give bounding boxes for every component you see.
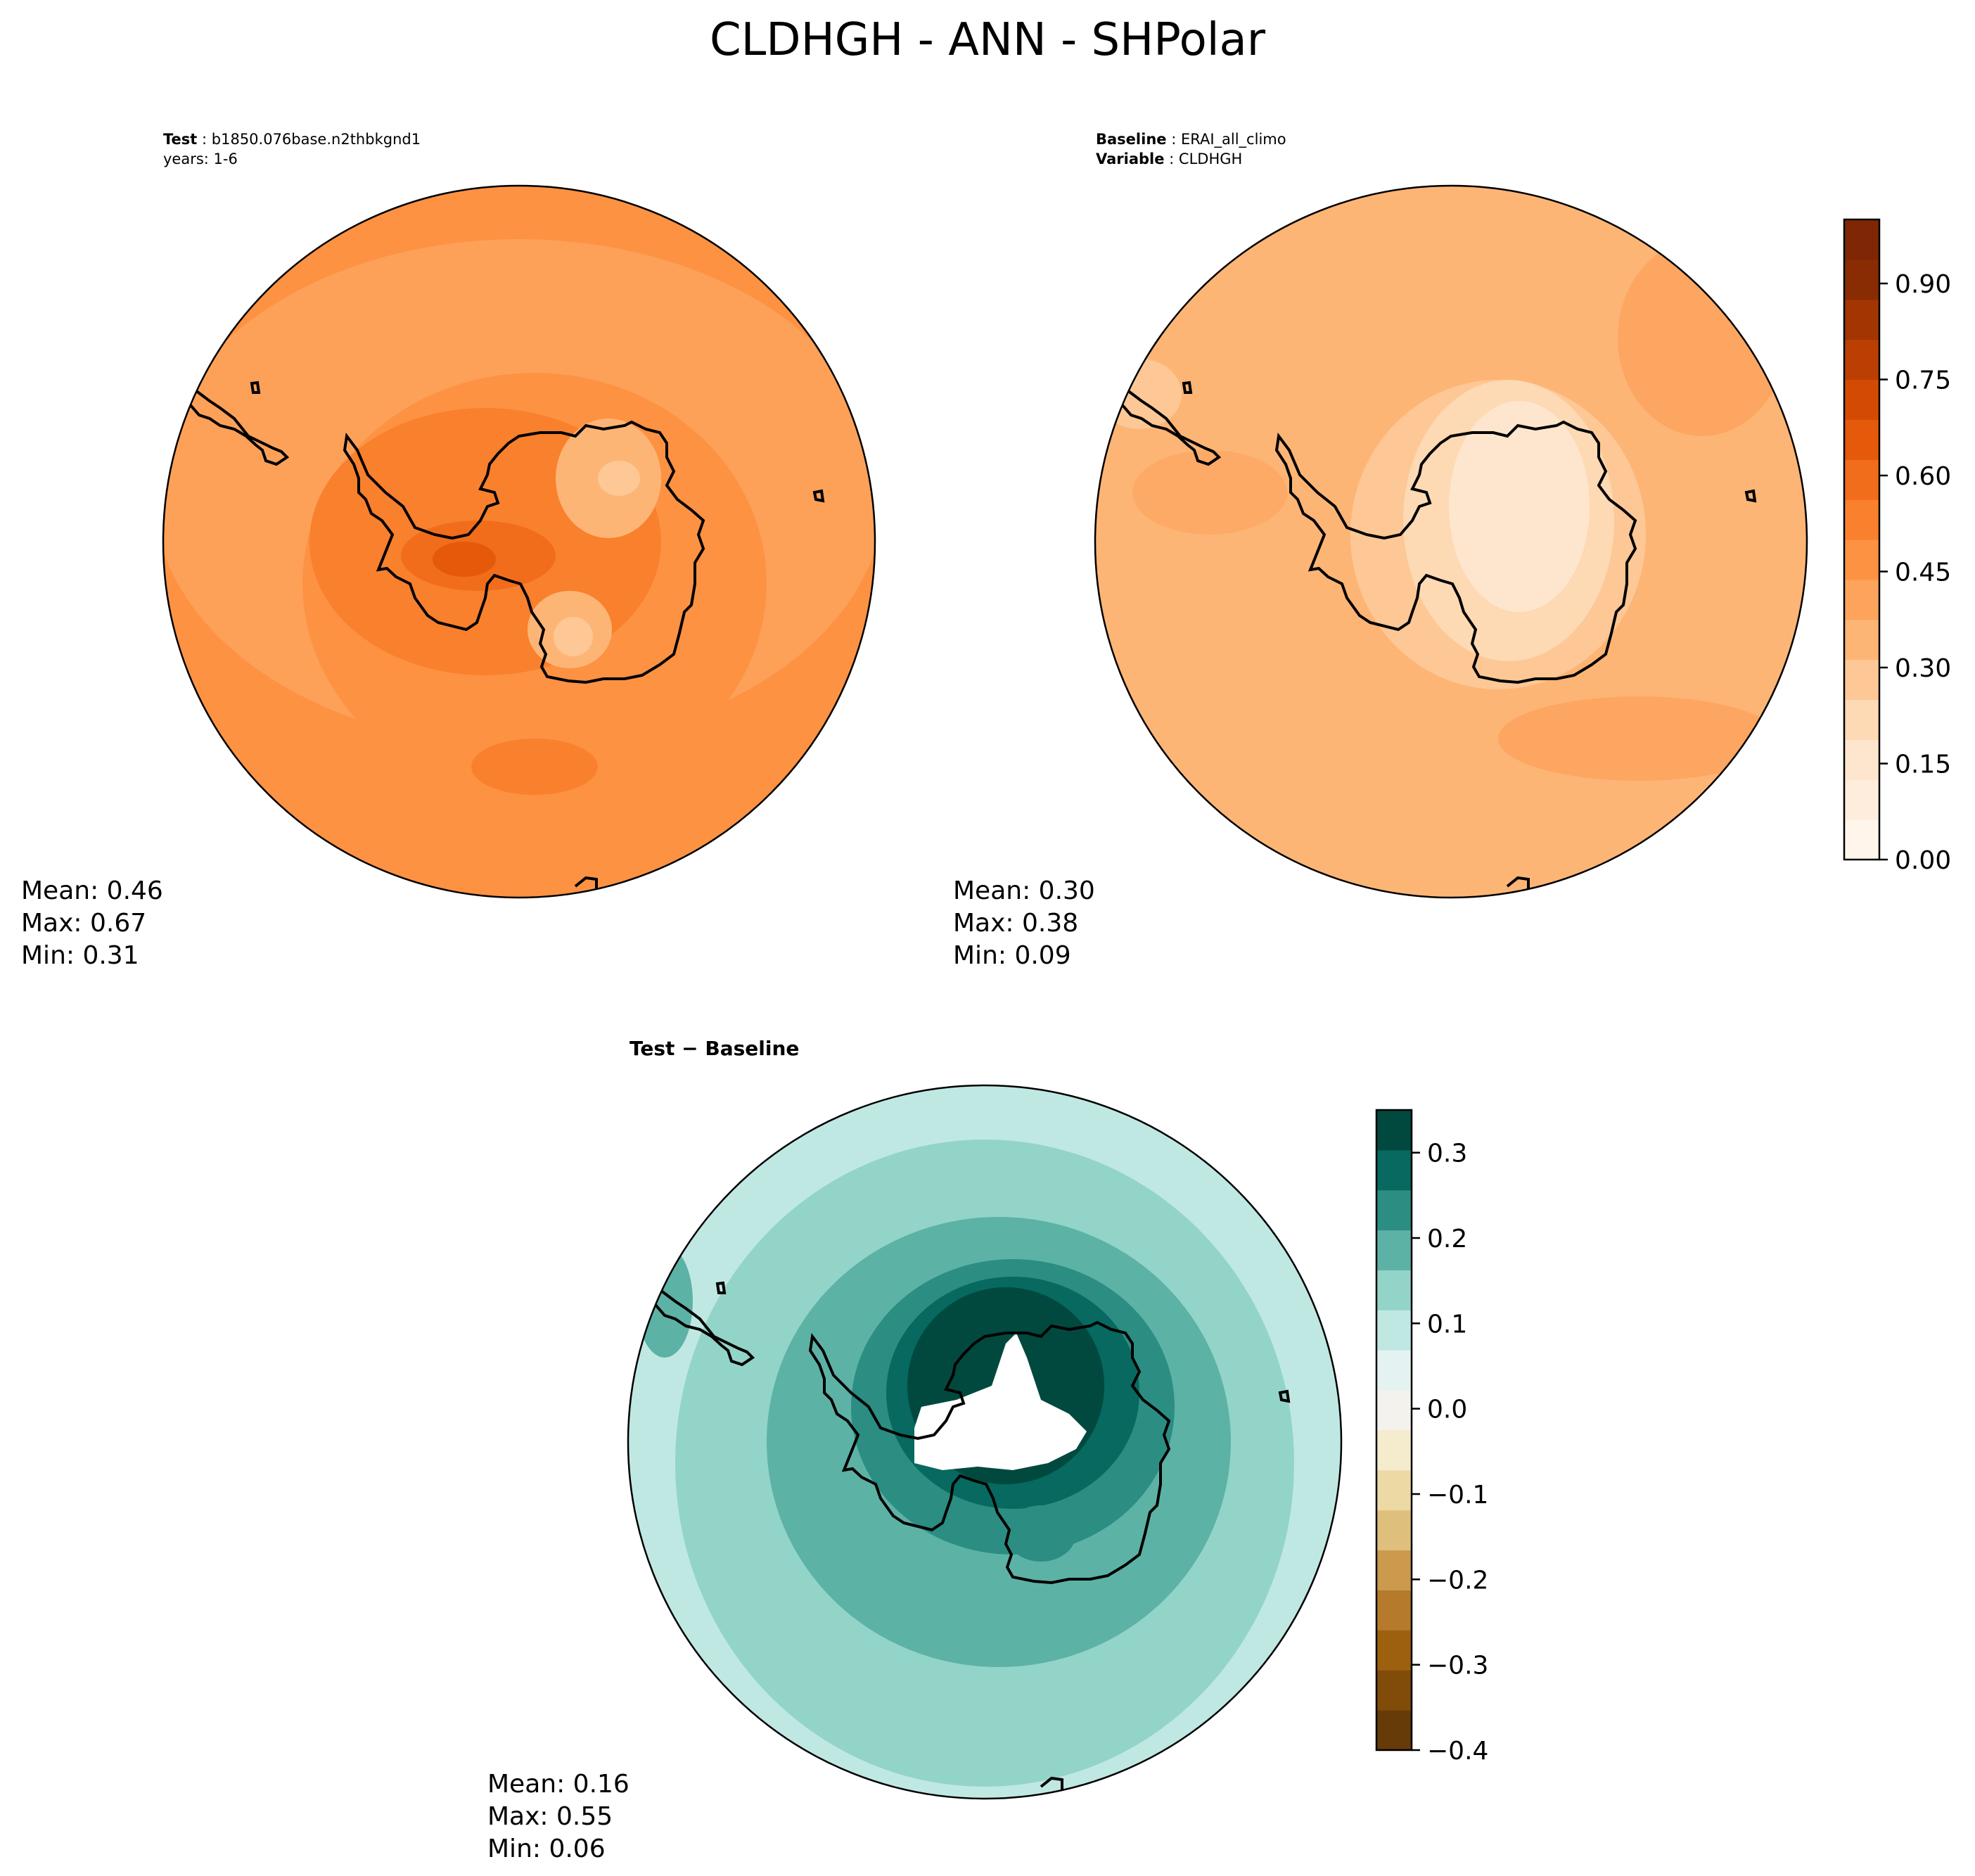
diff-colorbar: 0.3 0.2 0.1 0.0 −0.1 −0.2 −0.3 −0.4 [1375, 1109, 1488, 1766]
diff-colorbar-segment [1376, 1110, 1412, 1151]
diff-colorbar-segment [1376, 1710, 1412, 1751]
test-south-lobe [471, 739, 598, 795]
diff-colorbar-segment [1376, 1550, 1412, 1590]
diff-colorbar-border [1375, 1109, 1413, 1751]
main-colorbar-tick-label: 0.00 [1895, 846, 1951, 875]
diff-colorbar-tick-label: −0.1 [1427, 1481, 1488, 1510]
main-colorbar-segment [1844, 379, 1879, 420]
main-colorbar-segment [1844, 339, 1879, 380]
diff-colorbar-segment [1376, 1270, 1412, 1310]
main-colorbar-segment [1844, 419, 1879, 460]
main-colorbar-tick-label: 0.75 [1895, 366, 1951, 395]
test-header-key: Test [163, 131, 197, 148]
main-colorbar-tick-label: 0.60 [1895, 462, 1951, 491]
diff-colorbar-tick-label: 0.3 [1427, 1140, 1467, 1168]
diff-colorbar-tick-label: −0.2 [1427, 1566, 1488, 1595]
baseline-max: Max: 0.38 [953, 909, 1078, 938]
diff-colorbar-segment [1376, 1230, 1412, 1270]
diff-colorbar-segment [1376, 1390, 1412, 1431]
main-colorbar: 0.00 0.15 0.30 0.45 0.60 0.75 0.90 [1843, 218, 1951, 875]
test-mean: Mean: 0.46 [21, 876, 163, 905]
main-colorbar-segment [1844, 819, 1879, 860]
diff-colorbar-segment [1376, 1189, 1412, 1231]
baseline-header-key: Baseline [1096, 131, 1167, 148]
diff-map [628, 1085, 1341, 1799]
main-colorbar-segment [1844, 540, 1879, 580]
diff-colorbar-segment [1376, 1670, 1412, 1711]
main-colorbar-segment [1844, 619, 1879, 661]
main-colorbar-segment [1844, 779, 1879, 820]
diff-colorbar-segment [1376, 1630, 1412, 1671]
diff-colorbar-segment [1376, 1430, 1412, 1471]
diff-colorbar-segment [1376, 1350, 1412, 1391]
figure-title: CLDHGH - ANN - SHPolar [710, 14, 1266, 66]
baseline-min: Min: 0.09 [953, 941, 1071, 970]
baseline-header-value2: CLDHGH [1179, 151, 1242, 167]
diff-colorbar-segment [1376, 1590, 1412, 1631]
main-colorbar-segment [1844, 459, 1879, 500]
diff-colorbar-segment [1376, 1149, 1412, 1191]
main-colorbar-segment [1844, 579, 1879, 620]
test-ross-core [554, 617, 593, 656]
main-colorbar-tick-label: 0.90 [1895, 270, 1951, 299]
baseline-header-key2: Variable [1096, 151, 1164, 167]
baseline-map-border [1094, 184, 1808, 899]
diff-ross-patch [1006, 1505, 1076, 1562]
main-colorbar-tick-label: 0.15 [1895, 751, 1951, 779]
diff-colorbar-tick-label: −0.4 [1427, 1737, 1488, 1766]
main-colorbar-tick-label: 0.30 [1895, 654, 1951, 683]
diff-plateau-white [914, 1333, 1087, 1470]
diff-header: Test − Baseline [629, 1037, 799, 1060]
test-panel: Test : b1850.076base.n2thbkgnd1 years: 1… [21, 131, 876, 970]
main-colorbar-border [1843, 218, 1881, 861]
main-colorbar-segment [1844, 739, 1879, 780]
baseline-south-band [1498, 696, 1779, 781]
diff-mean: Mean: 0.16 [487, 1770, 629, 1799]
test-map [163, 186, 875, 898]
baseline-header-line2: Variable : CLDHGH [1096, 151, 1242, 167]
diff-colorbar-tick-label: 0.2 [1427, 1225, 1467, 1253]
baseline-header-value: ERAI_all_climo [1181, 131, 1286, 148]
baseline-plateau [1449, 401, 1590, 612]
diff-colorbar-tick-label: 0.0 [1427, 1396, 1467, 1424]
baseline-west-band [1132, 450, 1287, 535]
main-colorbar-segment [1844, 219, 1879, 260]
test-max: Max: 0.67 [21, 909, 146, 938]
baseline-mean: Mean: 0.30 [953, 876, 1095, 905]
diff-map-border [627, 1084, 1343, 1800]
diff-colorbar-segment [1376, 1469, 1412, 1511]
baseline-map [1095, 186, 1807, 898]
baseline-panel: Baseline : ERAI_all_climo Variable : CLD… [953, 131, 1808, 970]
baseline-header-line1: Baseline : ERAI_all_climo [1096, 131, 1286, 148]
main-colorbar-segment [1844, 299, 1879, 340]
test-west-core [433, 542, 496, 577]
diff-colorbar-tick-label: 0.1 [1427, 1310, 1467, 1339]
test-map-border [162, 184, 876, 899]
test-header-line1: Test : b1850.076base.n2thbkgnd1 [163, 131, 421, 148]
main-colorbar-segment [1844, 659, 1879, 700]
main-colorbar-segment [1844, 699, 1879, 740]
diff-max: Max: 0.55 [487, 1802, 613, 1831]
test-min: Min: 0.31 [21, 941, 139, 970]
diff-min: Min: 0.06 [487, 1834, 606, 1863]
test-header-line2: years: 1-6 [163, 151, 238, 167]
test-header-value: b1850.076base.n2thbkgnd1 [212, 131, 421, 148]
main-colorbar-tick-label: 0.45 [1895, 559, 1951, 587]
main-colorbar-segment [1844, 499, 1879, 540]
diff-colorbar-segment [1376, 1310, 1412, 1351]
test-east-core [598, 461, 640, 496]
diff-panel: Test − Baseline Mean: 0.16 Max: 0.55 Min… [487, 1037, 1343, 1863]
main-colorbar-segment [1844, 259, 1879, 300]
diff-colorbar-tick-label: −0.3 [1427, 1652, 1488, 1680]
diff-colorbar-segment [1376, 1510, 1412, 1551]
